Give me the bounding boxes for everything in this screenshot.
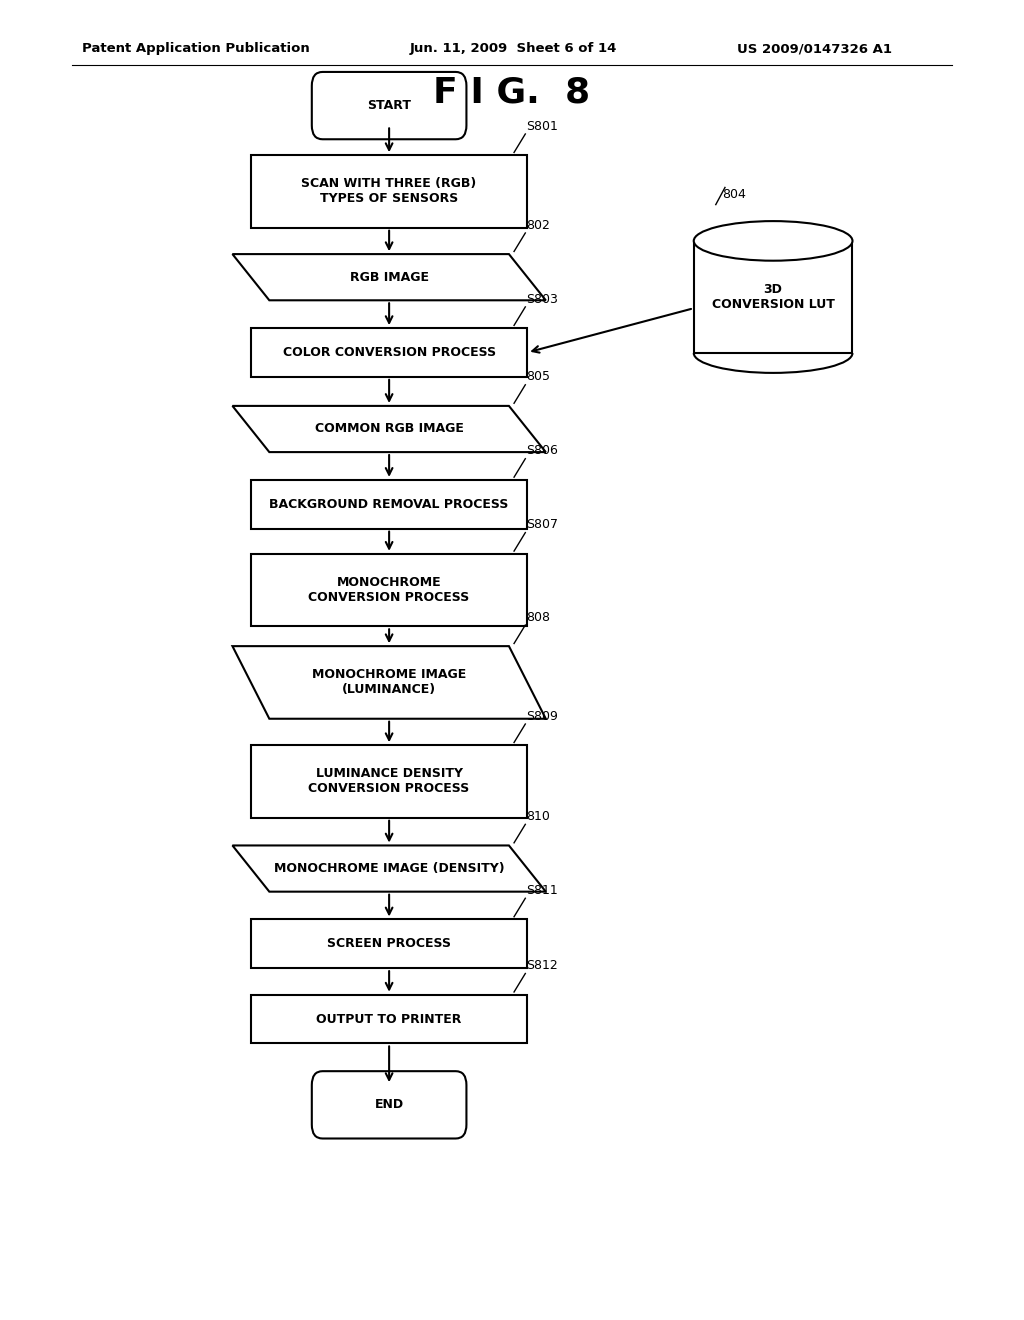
Text: SCREEN PROCESS: SCREEN PROCESS	[327, 937, 452, 950]
Bar	[251, 553, 527, 626]
Text: S812: S812	[526, 960, 558, 972]
Polygon shape	[232, 647, 546, 718]
Text: END: END	[375, 1098, 403, 1111]
Text: RGB IMAGE: RGB IMAGE	[349, 271, 429, 284]
Text: S806: S806	[526, 445, 558, 458]
Bar	[251, 479, 527, 528]
Text: 805: 805	[526, 371, 550, 383]
Text: SCAN WITH THREE (RGB)
TYPES OF SENSORS: SCAN WITH THREE (RGB) TYPES OF SENSORS	[301, 177, 477, 206]
Bar	[251, 995, 527, 1043]
Text: S803: S803	[526, 293, 558, 306]
Text: S801: S801	[526, 120, 558, 133]
FancyBboxPatch shape	[311, 71, 467, 140]
Text: OUTPUT TO PRINTER: OUTPUT TO PRINTER	[316, 1012, 462, 1026]
Text: MONOCHROME IMAGE
(LUMINANCE): MONOCHROME IMAGE (LUMINANCE)	[312, 668, 466, 697]
Text: START: START	[368, 99, 411, 112]
Text: LUMINANCE DENSITY
CONVERSION PROCESS: LUMINANCE DENSITY CONVERSION PROCESS	[308, 767, 470, 796]
Text: BACKGROUND REMOVAL PROCESS: BACKGROUND REMOVAL PROCESS	[269, 498, 509, 511]
Text: Jun. 11, 2009  Sheet 6 of 14: Jun. 11, 2009 Sheet 6 of 14	[410, 42, 617, 55]
Text: F I G.  8: F I G. 8	[433, 75, 591, 110]
Text: 810: 810	[526, 810, 550, 824]
Text: MONOCHROME
CONVERSION PROCESS: MONOCHROME CONVERSION PROCESS	[308, 576, 470, 605]
Text: Patent Application Publication: Patent Application Publication	[82, 42, 309, 55]
Bar	[251, 154, 527, 227]
Text: 804: 804	[722, 187, 745, 201]
Bar	[251, 920, 527, 969]
FancyBboxPatch shape	[311, 1072, 467, 1138]
Polygon shape	[232, 253, 546, 300]
Text: 808: 808	[526, 611, 550, 624]
Text: COLOR CONVERSION PROCESS: COLOR CONVERSION PROCESS	[283, 346, 496, 359]
Text: 802: 802	[526, 219, 550, 232]
Bar	[251, 744, 527, 818]
Text: MONOCHROME IMAGE (DENSITY): MONOCHROME IMAGE (DENSITY)	[273, 862, 505, 875]
Text: COMMON RGB IMAGE: COMMON RGB IMAGE	[314, 422, 464, 436]
Bar	[694, 240, 852, 352]
Text: US 2009/0147326 A1: US 2009/0147326 A1	[737, 42, 892, 55]
Ellipse shape	[694, 222, 852, 261]
Text: S809: S809	[526, 710, 558, 722]
Polygon shape	[232, 845, 546, 892]
Text: 3D
CONVERSION LUT: 3D CONVERSION LUT	[712, 282, 835, 312]
Bar	[251, 327, 527, 378]
Polygon shape	[232, 407, 546, 451]
Text: S807: S807	[526, 519, 558, 531]
Text: S811: S811	[526, 884, 558, 898]
